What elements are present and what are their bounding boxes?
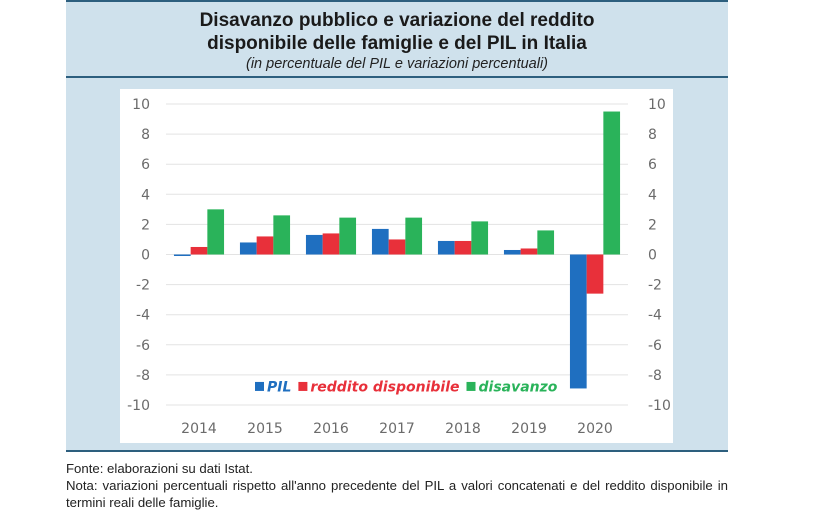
bar-reddito-disponibile-2017: [388, 239, 406, 255]
bar-reddito-disponibile-2018: [454, 240, 472, 255]
y-tick-label-left: -2: [136, 278, 150, 294]
bar-disavanzo-2015: [273, 215, 291, 255]
y-tick-label-left: 2: [141, 217, 150, 233]
plot-area: 10 10 8 8 6 6 4 4 2 2 0 0 -2 -2 -4 -4 -6 -6 -8 -8 -10 -10 2014…: [120, 89, 673, 443]
bar-disavanzo-2016: [339, 217, 357, 255]
bar-disavanzo-2018: [471, 221, 489, 255]
y-tick-label-left: 6: [141, 157, 150, 173]
bar-disavanzo-2020: [603, 111, 621, 255]
legend-label-PIL: PIL: [267, 379, 291, 395]
bar-PIL-2018: [437, 240, 455, 255]
chart-panel: Disavanzo pubblico e variazione del redd…: [66, 0, 728, 452]
method-note: Nota: variazioni percentuali rispetto al…: [66, 478, 728, 510]
bar-reddito-disponibile-2014: [190, 246, 208, 255]
y-tick-label-right: -6: [648, 338, 662, 354]
chart-title-line2: disponibile delle famiglie e del PIL in …: [207, 33, 587, 54]
y-tick-label-left: -6: [136, 338, 150, 354]
legend-label-disavanzo: disavanzo: [479, 379, 558, 395]
bar-PIL-2017: [371, 228, 389, 255]
legend-label-reddito-disponibile: reddito disponibile: [310, 379, 459, 395]
x-tick-label: 2019: [511, 421, 547, 437]
legend-swatch-PIL: [255, 381, 264, 391]
bar-disavanzo-2017: [405, 217, 423, 255]
y-tick-label-left: 0: [141, 248, 150, 264]
y-tick-label-left: 4: [141, 187, 150, 203]
y-tick-label-left: -8: [136, 368, 150, 384]
bar-reddito-disponibile-2015: [256, 236, 274, 255]
bar-disavanzo-2014: [207, 209, 225, 255]
x-tick-label: 2015: [247, 421, 283, 437]
x-tick-label: 2020: [577, 421, 613, 437]
x-tick-label: 2017: [379, 421, 415, 437]
y-tick-label-right: 10: [648, 97, 666, 113]
x-tick-label: 2014: [181, 421, 217, 437]
y-tick-label-right: -8: [648, 368, 662, 384]
bar-reddito-disponibile-2020: [586, 254, 604, 294]
chart-subtitle: (in percentuale del PIL e variazioni per…: [246, 56, 548, 72]
y-tick-label-right: 4: [648, 187, 657, 203]
bar-reddito-disponibile-2019: [520, 248, 538, 255]
legend-swatch-reddito-disponibile: [298, 381, 308, 391]
bar-reddito-disponibile-2016: [322, 233, 340, 255]
y-tick-label-right: -4: [648, 308, 662, 324]
y-tick-label-right: -10: [648, 398, 671, 414]
y-tick-label-left: 8: [141, 127, 150, 143]
y-tick-label-left: -4: [136, 308, 150, 324]
legend-swatch-disavanzo: [466, 381, 476, 391]
chart-title-line1: Disavanzo pubblico e variazione del redd…: [199, 10, 595, 31]
y-tick-label-right: 6: [648, 157, 657, 173]
bar-PIL-2015: [239, 242, 257, 255]
chart-title: Disavanzo pubblico e variazione del redd…: [66, 9, 728, 55]
footnotes: Fonte: elaborazioni su dati Istat. Nota:…: [66, 460, 728, 511]
bar-PIL-2014: [173, 254, 191, 257]
y-tick-label-right: 8: [648, 127, 657, 143]
y-tick-label-left: 10: [132, 97, 150, 113]
chart-header: Disavanzo pubblico e variazione del redd…: [66, 2, 728, 78]
bar-chart: 10 10 8 8 6 6 4 4 2 2 0 0 -2 -2 -4 -4 -6 -6 -8 -8 -10 -10 2014…: [127, 97, 671, 437]
x-tick-label: 2016: [313, 421, 349, 437]
bar-PIL-2020: [569, 254, 587, 389]
y-tick-label-right: -2: [648, 278, 662, 294]
y-tick-label-right: 0: [648, 248, 657, 264]
y-tick-label-right: 2: [648, 217, 657, 233]
bar-PIL-2019: [503, 249, 521, 255]
y-tick-label-left: -10: [127, 398, 150, 414]
bar-PIL-2016: [305, 234, 323, 255]
bar-disavanzo-2019: [537, 230, 555, 255]
source-note: Fonte: elaborazioni su dati Istat.: [66, 461, 253, 476]
x-tick-label: 2018: [445, 421, 481, 437]
